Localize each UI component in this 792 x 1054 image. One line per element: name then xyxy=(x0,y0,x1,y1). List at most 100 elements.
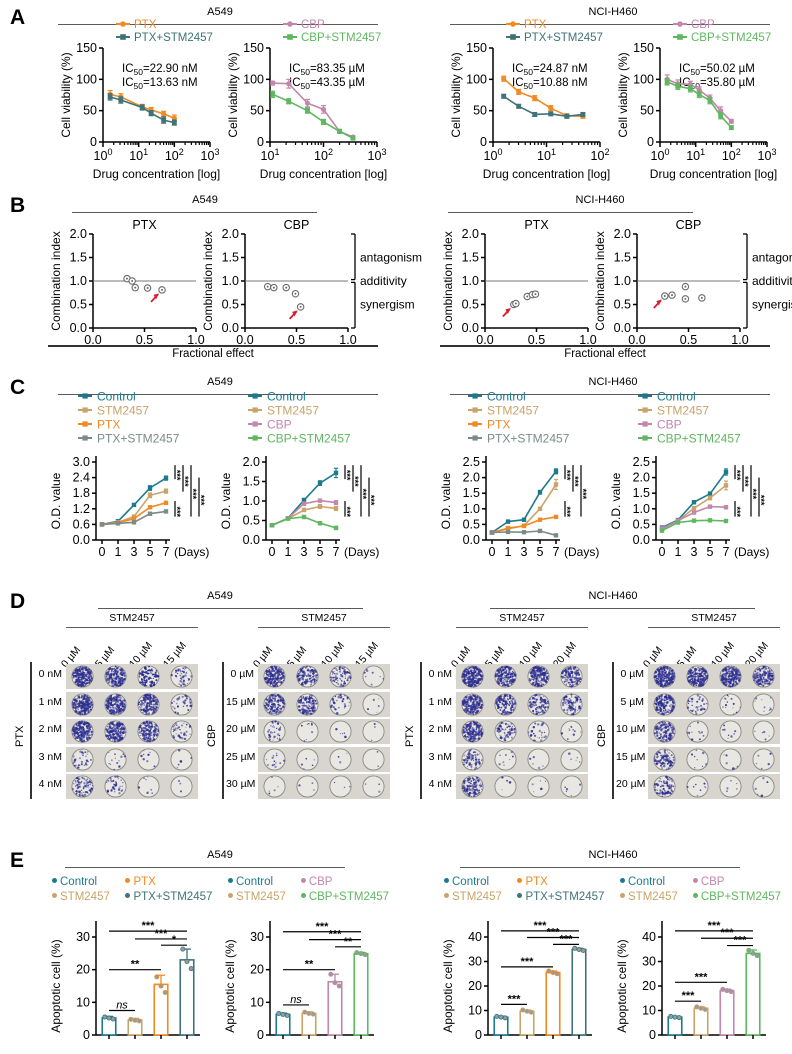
panel-a-left-title: A549 xyxy=(207,6,233,18)
panel-d-left-title: A549 xyxy=(207,590,233,602)
svg-text:100: 100 xyxy=(94,147,113,163)
legend-dot-icon xyxy=(620,893,625,898)
svg-text:PTX: PTX xyxy=(132,218,157,232)
svg-text:Cell viability (%): Cell viability (%) xyxy=(59,52,73,137)
panel-e: E A549 NCI-H460 Control PTX STM2457 PTX+STM… xyxy=(0,845,792,1054)
panel-d-inhibitor-rule xyxy=(66,627,198,628)
svg-text:(Days): (Days) xyxy=(564,545,599,559)
panel-d-row-label: 0 nM xyxy=(38,668,62,680)
panel-d-row-drug-label: PTX xyxy=(14,725,26,747)
panel-b-right-title: NCI-H460 xyxy=(575,194,625,206)
svg-text:102: 102 xyxy=(591,147,610,163)
panel-b-chart-2: 0.0 0.5 1.0 1.5 2.0 0.0 0.5 1.0 PTX Combination i… xyxy=(441,218,597,347)
svg-text:1.0: 1.0 xyxy=(614,274,631,288)
panel-a-label: A xyxy=(10,6,26,29)
panel-b-chart-0: 0.0 0.5 1.0 1.5 2.0 0.0 0.5 1.0 PTX Combination i… xyxy=(49,218,205,347)
svg-text:0: 0 xyxy=(90,135,97,149)
panel-e-left-title: A549 xyxy=(207,849,233,861)
svg-text:103: 103 xyxy=(758,147,777,163)
svg-text:100: 100 xyxy=(484,147,503,163)
panel-d-row-label: 5 µM xyxy=(620,695,644,708)
panel-d-plate-row xyxy=(258,691,390,717)
panel-d-plate-row xyxy=(648,774,780,799)
svg-text:5: 5 xyxy=(707,545,714,559)
svg-text:CBP: CBP xyxy=(267,418,292,432)
panel-e-legend-item: PTX+STM2457 xyxy=(125,890,222,904)
panel-d-plate-row xyxy=(258,746,390,772)
svg-text:synergism: synergism xyxy=(360,298,415,312)
svg-text:Control: Control xyxy=(657,390,696,404)
svg-text:0.0: 0.0 xyxy=(628,333,645,347)
svg-text:3.0: 3.0 xyxy=(73,455,90,469)
svg-text:0.5: 0.5 xyxy=(222,298,239,312)
legend-dot-icon xyxy=(300,878,306,883)
panel-d-row-label: 1 nM xyxy=(38,695,62,708)
svg-text:STM2457: STM2457 xyxy=(267,404,319,418)
svg-text:Control: Control xyxy=(97,390,136,404)
svg-text:50: 50 xyxy=(473,104,487,118)
svg-text:***: *** xyxy=(562,507,572,518)
panel-d-plate-row xyxy=(258,664,390,689)
svg-text:0: 0 xyxy=(489,545,496,559)
panel-d-plate-row xyxy=(648,664,780,689)
svg-text:PTX: PTX xyxy=(524,19,547,31)
legend-dot-icon xyxy=(692,893,698,898)
svg-text:0.0: 0.0 xyxy=(462,321,479,335)
panel-b-left-xlabel: Fractional effect xyxy=(172,348,254,360)
panel-e-legend-0: Control PTX STM2457 PTX+STM2457 xyxy=(52,875,222,904)
panel-e-legend-item: CBP xyxy=(692,875,790,889)
panel-c: C A549 NCI-H460 Control STM2457 PTX PTX+STM… xyxy=(0,372,792,568)
svg-text:0.0: 0.0 xyxy=(236,333,253,347)
svg-text:0.5: 0.5 xyxy=(463,517,480,531)
svg-text:PTX: PTX xyxy=(97,418,120,432)
panel-d-inhibitor-label: STM2457 xyxy=(301,612,347,624)
svg-text:(Days): (Days) xyxy=(344,545,379,559)
panel-a-right-rule xyxy=(450,24,770,25)
panel-b-label: B xyxy=(10,194,26,217)
svg-text:O.D. value: O.D. value xyxy=(439,472,453,529)
svg-text:PTX+STM2457: PTX+STM2457 xyxy=(134,32,213,44)
panel-d-row-label: 10 µM xyxy=(616,723,646,735)
svg-text:0: 0 xyxy=(269,545,276,559)
svg-text:2.0: 2.0 xyxy=(222,227,239,241)
svg-text:CBP: CBP xyxy=(301,19,325,31)
panel-c-label: C xyxy=(10,376,26,399)
svg-text:(Days): (Days) xyxy=(734,545,769,559)
svg-text:CBP+STM2457: CBP+STM2457 xyxy=(691,32,771,44)
panel-d-inhibitor-label: STM2457 xyxy=(691,612,737,624)
svg-text:IC50=22.90 nM: IC50=22.90 nM xyxy=(122,63,198,77)
panel-d-plate-row xyxy=(66,691,198,717)
svg-text:0.5: 0.5 xyxy=(136,333,153,347)
svg-text:7: 7 xyxy=(163,545,170,559)
svg-text:STM2457: STM2457 xyxy=(97,404,149,418)
svg-text:0.5: 0.5 xyxy=(614,298,631,312)
svg-text:2.0: 2.0 xyxy=(243,455,260,469)
svg-text:0.5: 0.5 xyxy=(633,517,650,531)
svg-text:5: 5 xyxy=(317,545,324,559)
svg-text:CBP+STM2457: CBP+STM2457 xyxy=(301,32,381,44)
svg-text:1.8: 1.8 xyxy=(73,486,90,500)
panel-d-row-label: 0 nM xyxy=(428,668,452,680)
panel-d-right-title: NCI-H460 xyxy=(588,590,638,602)
svg-text:***: *** xyxy=(756,495,766,506)
svg-text:1.0: 1.0 xyxy=(731,333,748,347)
panel-d-row-drug-rule xyxy=(222,662,224,799)
svg-text:Drug concentration [log]: Drug concentration [log] xyxy=(93,167,220,181)
panel-e-legend-item: STM2457 xyxy=(444,890,511,904)
svg-text:0.6: 0.6 xyxy=(73,517,90,531)
panel-d-inhibitor-label: STM2457 xyxy=(499,612,545,624)
legend-dot-icon xyxy=(125,878,131,883)
svg-text:50: 50 xyxy=(640,104,654,118)
panel-d-row-drug-rule xyxy=(612,662,614,799)
svg-text:150: 150 xyxy=(466,41,487,55)
svg-text:IC50=50.02 µM: IC50=50.02 µM xyxy=(679,63,755,77)
svg-text:Cell viability (%): Cell viability (%) xyxy=(449,52,463,137)
svg-text:Combination index: Combination index xyxy=(201,231,215,330)
svg-text:CBP+STM2457: CBP+STM2457 xyxy=(267,432,351,446)
svg-text:0.0: 0.0 xyxy=(84,333,101,347)
panel-d-plate-row xyxy=(66,664,198,689)
svg-text:0.5: 0.5 xyxy=(70,298,87,312)
svg-text:2.0: 2.0 xyxy=(614,227,631,241)
